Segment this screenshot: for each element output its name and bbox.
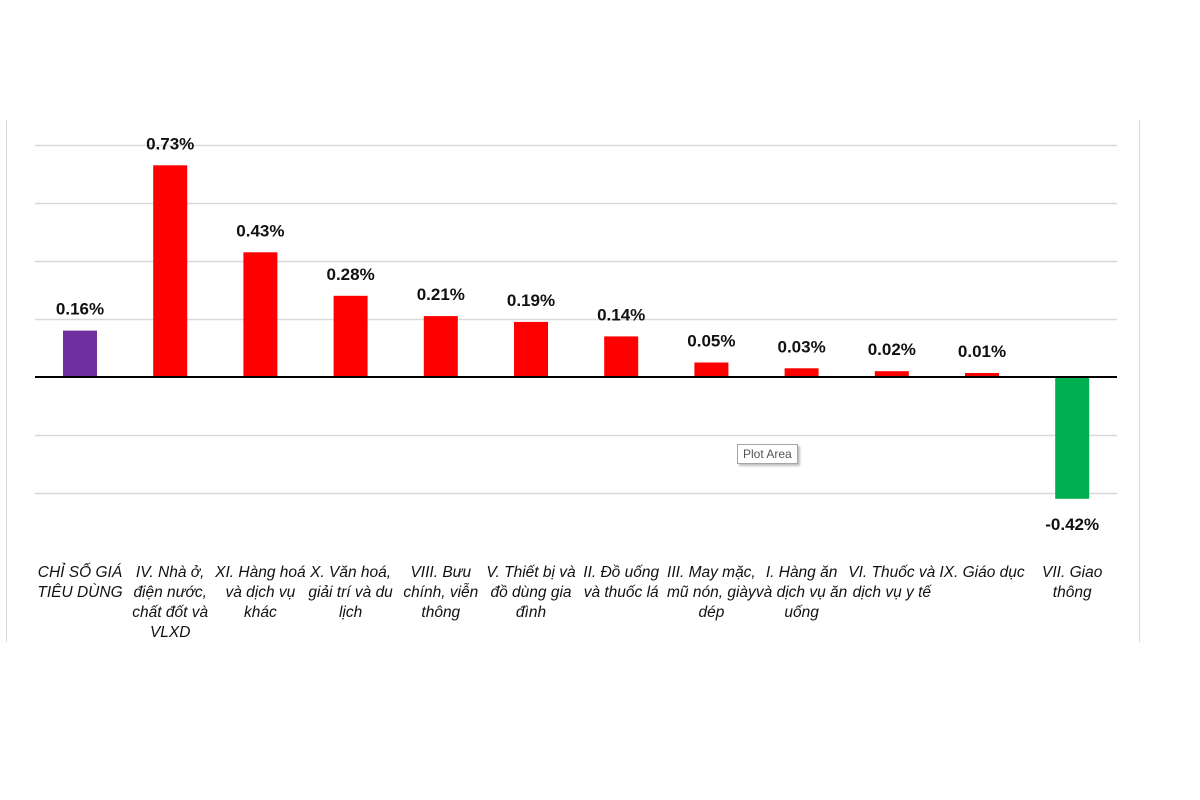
gridlines <box>35 144 1117 495</box>
category-label: VII. Giao thông <box>1042 564 1103 601</box>
bar[interactable] <box>153 165 188 377</box>
category-label: VI. Thuốc và dịch vụ y tế <box>848 564 936 601</box>
bar[interactable] <box>63 330 97 377</box>
data-label: 0.21% <box>417 285 465 304</box>
bar[interactable] <box>243 252 278 377</box>
chart-frame-left <box>6 120 7 642</box>
chart-frame-right <box>1139 120 1140 642</box>
category-label: I. Hàng ăn và dịch vụ ăn uống <box>755 564 848 621</box>
category-label: CHỈ SỐ GIÁ TIÊU DÙNG <box>37 564 123 601</box>
bar[interactable] <box>514 321 548 377</box>
data-label: 0.28% <box>326 265 374 284</box>
category-label: II. Đồ uống và thuốc lá <box>583 564 660 601</box>
data-label: 0.43% <box>236 221 284 240</box>
plot-area-tooltip: Plot Area <box>737 444 798 464</box>
category-label: X. Văn hoá, giải trí và du lịch <box>308 564 393 621</box>
bar[interactable] <box>333 295 368 377</box>
category-label: XI. Hàng hoá và dịch vụ khác <box>215 564 306 621</box>
bar[interactable] <box>604 336 639 377</box>
bar[interactable] <box>965 373 999 377</box>
category-label: IV. Nhà ở, điện nước, chất đốt và VLXD <box>132 564 209 641</box>
data-label: 0.73% <box>146 134 194 153</box>
data-label: 0.16% <box>56 300 104 319</box>
category-label: III. May mặc, mũ nón, giày dép <box>667 564 756 621</box>
data-label: -0.42% <box>1045 515 1099 534</box>
bars: 0.16% 0.73% 0.43% 0.28% 0.21% 0.19% 0.14% 0.05%… <box>56 134 1099 534</box>
category-label: V. Thiết bị và đồ dùng gia đình <box>486 564 576 621</box>
data-label: 0.05% <box>687 332 735 351</box>
bar[interactable] <box>874 371 909 377</box>
data-label: 0.01% <box>958 342 1006 361</box>
data-label: 0.19% <box>507 291 555 310</box>
category-label: IX. Giáo dục <box>939 564 1025 581</box>
bar[interactable] <box>423 316 458 377</box>
data-label: 0.03% <box>777 337 825 356</box>
bar[interactable] <box>1055 377 1090 499</box>
data-label: 0.02% <box>868 340 916 359</box>
category-label: VIII. Bưu chính, viễn thông <box>403 564 479 621</box>
bar[interactable] <box>784 368 819 377</box>
bar[interactable] <box>694 362 729 378</box>
data-label: 0.14% <box>597 305 645 324</box>
